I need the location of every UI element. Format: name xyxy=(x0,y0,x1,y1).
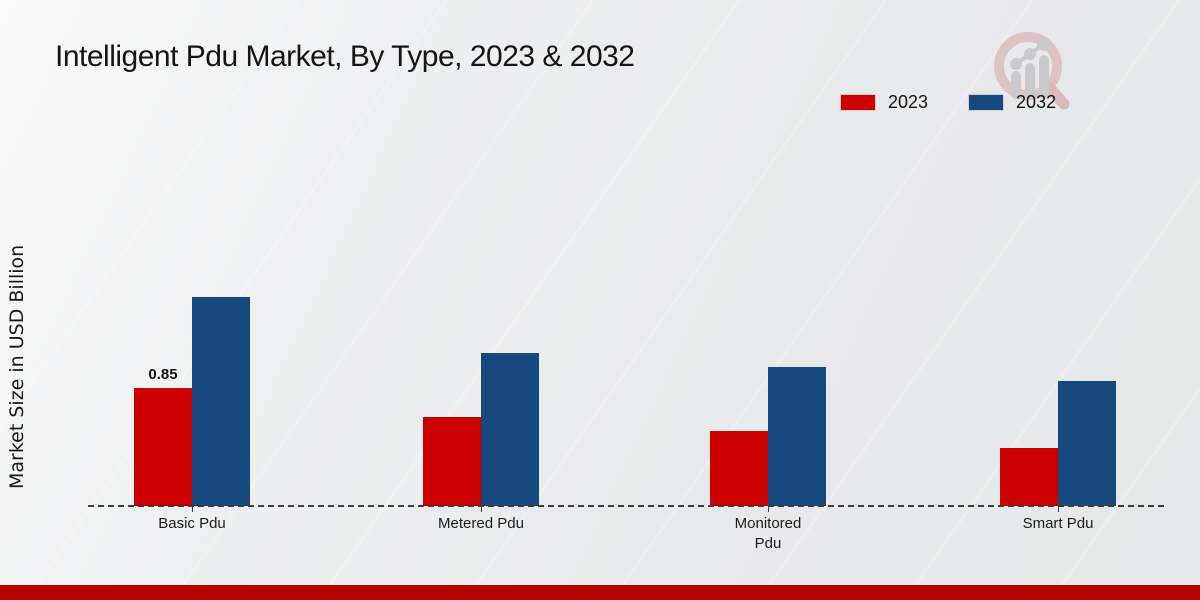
bar-2032-metered-pdu xyxy=(481,353,539,506)
footer-accent-bar xyxy=(0,585,1200,600)
chart-title: Intelligent Pdu Market, By Type, 2023 & … xyxy=(55,40,635,73)
bar-2023-monitored-pdu xyxy=(710,431,768,506)
legend-label: 2023 xyxy=(888,92,929,112)
legend-swatch-icon xyxy=(968,94,1005,111)
bar-2032-smart-pdu xyxy=(1058,381,1116,506)
category-label: Smart Pdu xyxy=(1022,515,1094,532)
x-axis-line xyxy=(88,505,1164,507)
legend-item-2032: 2032 xyxy=(968,92,1056,113)
legend-item-2023: 2023 xyxy=(840,92,928,113)
legend: 2023 2032 xyxy=(840,92,1056,113)
bar-2032-monitored-pdu xyxy=(768,367,826,506)
x-axis-tick xyxy=(192,507,193,512)
bar-2032-basic-pdu xyxy=(192,297,250,506)
legend-label: 2032 xyxy=(1016,92,1057,112)
bar-2023-basic-pdu xyxy=(134,388,192,506)
bar-2023-metered-pdu xyxy=(423,417,481,506)
category-label: Metered Pdu xyxy=(438,515,524,532)
legend-swatch-icon xyxy=(840,94,876,111)
x-axis-tick xyxy=(1058,507,1059,512)
bar-2023-smart-pdu xyxy=(1000,448,1058,506)
x-axis-tick xyxy=(768,507,769,512)
category-label: Monitored Pdu xyxy=(734,515,802,553)
bar-value-label: 0.85 xyxy=(148,366,178,383)
brand-logo-icon xyxy=(990,26,1072,110)
x-axis-tick xyxy=(481,507,482,512)
category-label: Basic Pdu xyxy=(158,515,226,532)
